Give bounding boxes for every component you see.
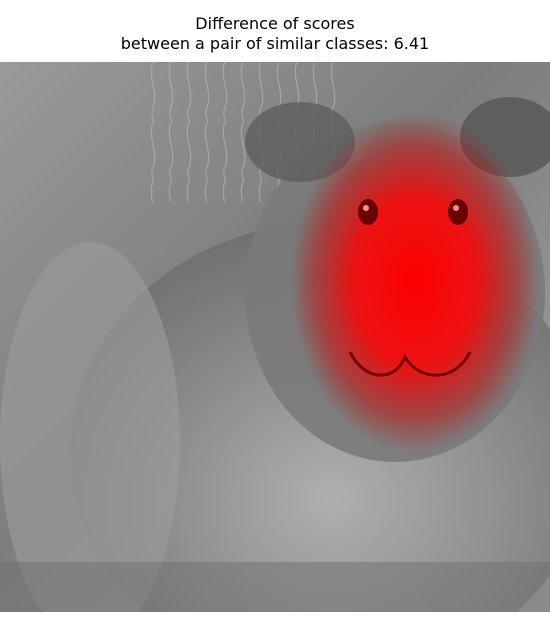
figure-title-line-2: between a pair of similar classes: 6.41 <box>120 34 430 53</box>
heatmap-image <box>0 62 550 612</box>
figure-title-line-1: Difference of scores <box>195 14 355 33</box>
dog-eye-left <box>358 199 378 225</box>
eye-highlight-left <box>363 205 369 211</box>
dog-leg <box>0 242 180 612</box>
dog-eye-right <box>448 199 468 225</box>
heatmap-overlay <box>290 112 540 452</box>
figure-title: Difference of scores between a pair of s… <box>0 14 550 54</box>
eye-highlight-right <box>453 205 459 211</box>
saliency-overlay-image <box>0 62 550 612</box>
dog-mouth <box>348 351 472 377</box>
photo-bottom-shadow <box>0 562 550 612</box>
